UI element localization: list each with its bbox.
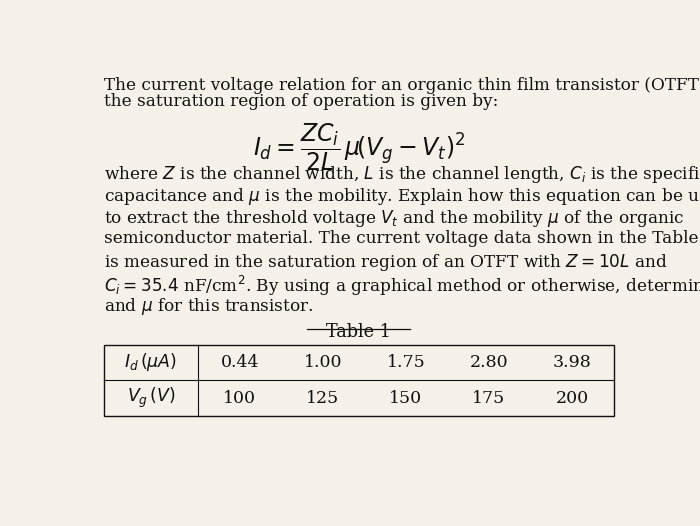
Text: $C_i = 35.4$ nF/cm$^2$. By using a graphical method or otherwise, determine $V_t: $C_i = 35.4$ nF/cm$^2$. By using a graph… [104, 274, 700, 298]
Text: 3.98: 3.98 [553, 354, 592, 371]
Text: the saturation region of operation is given by:: the saturation region of operation is gi… [104, 93, 498, 110]
Text: 200: 200 [556, 390, 589, 407]
Text: 125: 125 [306, 390, 340, 407]
Text: $V_g\,(V)$: $V_g\,(V)$ [127, 386, 176, 410]
Text: 0.44: 0.44 [220, 354, 259, 371]
Text: 100: 100 [223, 390, 256, 407]
Text: 150: 150 [389, 390, 423, 407]
Text: $I_d = \dfrac{ZC_i}{2L}\,\mu\!\left(V_g - V_t\right)^2$: $I_d = \dfrac{ZC_i}{2L}\,\mu\!\left(V_g … [253, 122, 465, 174]
Text: The current voltage relation for an organic thin film transistor (OTFT) in: The current voltage relation for an orga… [104, 77, 700, 94]
Text: 1.00: 1.00 [304, 354, 342, 371]
Text: 2.80: 2.80 [470, 354, 508, 371]
Text: is measured in the saturation region of an OTFT with $Z = 10L$ and: is measured in the saturation region of … [104, 252, 667, 273]
Text: 1.75: 1.75 [386, 354, 426, 371]
Bar [104, 345, 614, 416]
Text: semiconductor material. The current voltage data shown in the Table 1: semiconductor material. The current volt… [104, 230, 700, 247]
Text: capacitance and $\mu$ is the mobility. Explain how this equation can be used: capacitance and $\mu$ is the mobility. E… [104, 186, 700, 207]
Text: where $Z$ is the channel width, $L$ is the channel length, $C_i$ is the specific: where $Z$ is the channel width, $L$ is t… [104, 164, 700, 185]
Text: 175: 175 [473, 390, 505, 407]
Text: Table 1: Table 1 [326, 323, 391, 341]
Text: and $\mu$ for this transistor.: and $\mu$ for this transistor. [104, 296, 314, 317]
Text: to extract the threshold voltage $V_t$ and the mobility $\mu$ of the organic: to extract the threshold voltage $V_t$ a… [104, 208, 684, 229]
Text: $I_d\,(\mu A)$: $I_d\,(\mu A)$ [125, 351, 178, 373]
